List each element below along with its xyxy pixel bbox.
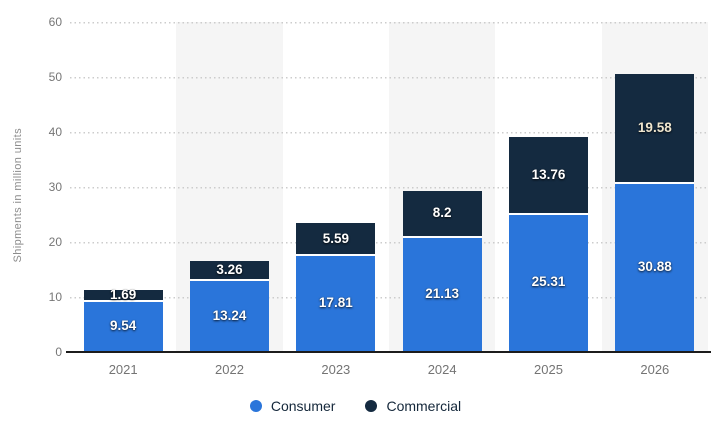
gridline-40 xyxy=(70,132,708,134)
x-tick-2024: 2024 xyxy=(427,362,457,377)
gridline-30 xyxy=(70,187,708,189)
commercial-segment-2023[interactable] xyxy=(296,223,376,255)
y-tick-10: 10 xyxy=(48,290,62,304)
bar-2026: 30.88 19.58 xyxy=(615,22,695,352)
commercial-color-swatch xyxy=(365,400,378,412)
consumer-segment-2025[interactable] xyxy=(509,212,588,352)
consumer-segment-2026[interactable] xyxy=(615,182,695,352)
x-tick-2021: 2021 xyxy=(108,362,138,377)
legend-item-commercial[interactable]: Commercial xyxy=(365,398,461,414)
commercial-segment-2026[interactable] xyxy=(615,74,695,183)
y-axis-title: Shipments in million units xyxy=(10,90,26,300)
consumer-segment-2023[interactable] xyxy=(296,254,376,352)
y-tick-60: 60 xyxy=(48,15,62,29)
legend-item-consumer[interactable]: Consumer xyxy=(249,398,336,414)
x-tick-2023: 2023 xyxy=(321,362,351,377)
y-tick-30: 30 xyxy=(48,180,62,194)
gridline-20 xyxy=(70,242,708,244)
legend-label-commercial: Commercial xyxy=(386,398,462,414)
x-tick-2026: 2026 xyxy=(640,362,670,377)
legend-label-consumer: Consumer xyxy=(270,398,336,414)
x-tick-2025: 2025 xyxy=(534,362,563,377)
gridline-10 xyxy=(70,297,708,299)
consumer-color-swatch xyxy=(249,400,262,412)
consumer-segment-2022[interactable] xyxy=(190,279,269,352)
consumer-segment-2024[interactable] xyxy=(402,235,482,352)
legend: Consumer Commercial xyxy=(0,398,711,414)
gridline-50 xyxy=(70,77,708,79)
bar-2025: 25.31 13.76 xyxy=(509,22,588,352)
y-tick-40: 40 xyxy=(48,125,62,139)
y-tick-20: 20 xyxy=(48,235,62,249)
x-tick-2022: 2022 xyxy=(215,362,244,377)
plot-area: 9.54 1.69 13.24 3.26 17.81 5.59 21.13 8.2 25.31 1… xyxy=(70,22,708,352)
y-tick-0: 0 xyxy=(55,345,62,359)
consumer-segment-2021[interactable] xyxy=(83,299,163,352)
y-tick-50: 50 xyxy=(48,70,62,84)
commercial-segment-2024[interactable] xyxy=(402,190,482,236)
bar-2021: 9.54 1.69 xyxy=(83,22,163,352)
gridline-60 xyxy=(70,22,708,24)
x-axis-line xyxy=(66,351,711,353)
bar-2023: 17.81 5.59 xyxy=(296,22,376,352)
bar-2024: 21.13 8.2 xyxy=(402,22,482,352)
commercial-segment-2025[interactable] xyxy=(509,137,588,213)
commercial-segment-2021[interactable] xyxy=(83,290,163,300)
commercial-segment-2022[interactable] xyxy=(190,261,269,280)
bar-2022: 13.24 3.26 xyxy=(190,22,269,352)
